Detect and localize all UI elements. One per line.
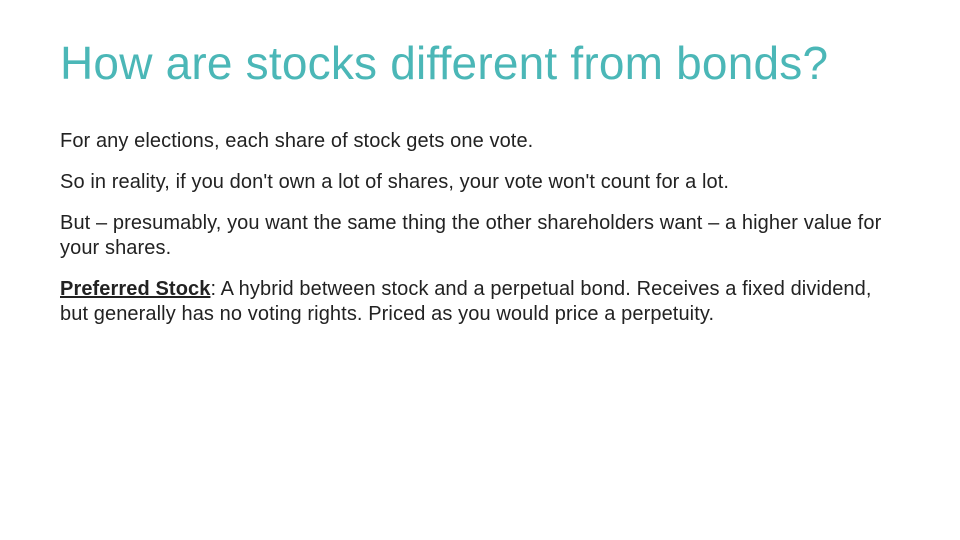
slide-body: For any elections, each share of stock g… [60, 129, 900, 327]
body-paragraph: For any elections, each share of stock g… [60, 129, 900, 154]
slide-title: How are stocks different from bonds? [60, 38, 900, 89]
body-paragraph: Preferred Stock: A hybrid between stock … [60, 277, 900, 327]
body-paragraph: But – presumably, you want the same thin… [60, 211, 900, 261]
preferred-stock-label: Preferred Stock [60, 278, 210, 300]
body-paragraph: So in reality, if you don't own a lot of… [60, 170, 900, 195]
slide: How are stocks different from bonds? For… [0, 0, 960, 540]
